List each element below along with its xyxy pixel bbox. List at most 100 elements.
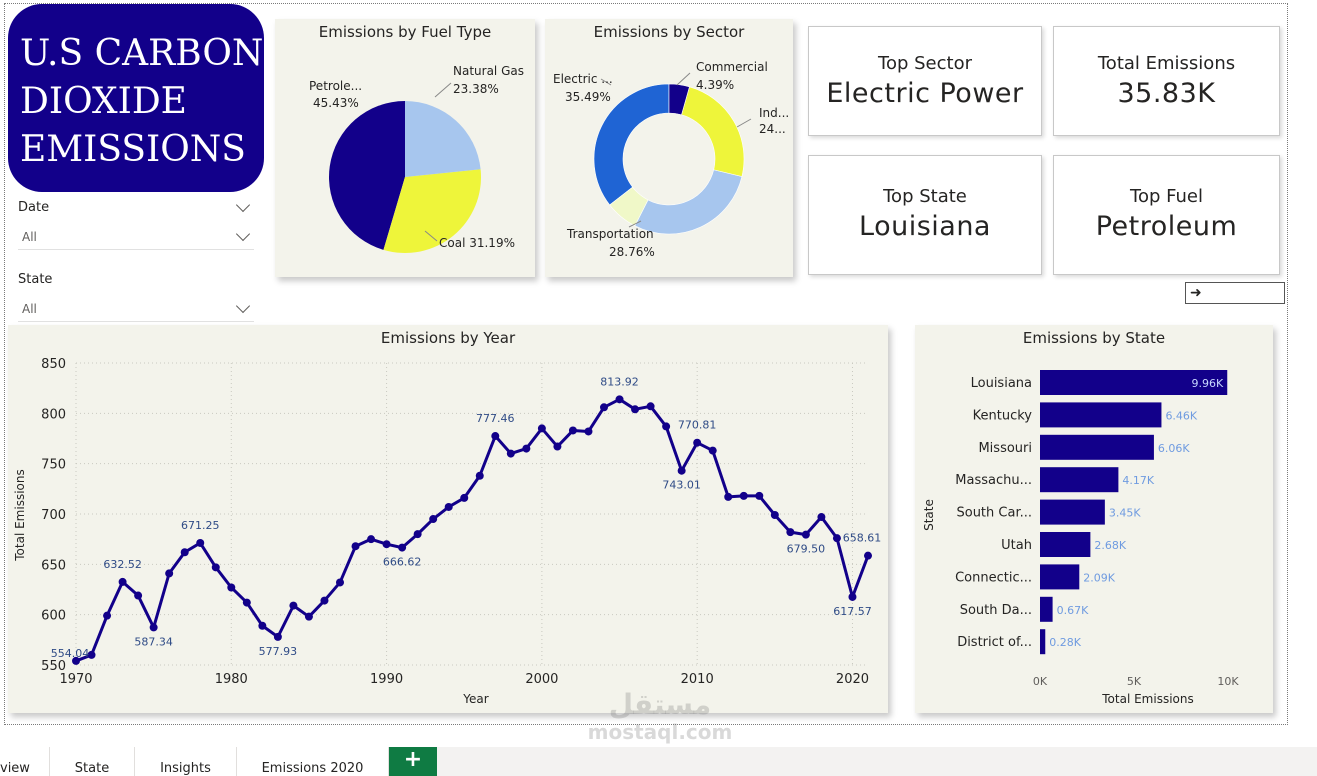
data-point [429,515,438,524]
date-dropdown[interactable]: All [18,224,254,250]
tab-label: State [74,761,110,776]
y-tick-label: 750 [41,458,66,473]
bar-4 [1040,499,1105,525]
data-point [584,427,593,436]
value-label: 9.96K [1192,377,1224,390]
data-point [631,405,640,414]
watermark-url: mostaql.com [587,720,733,744]
value-label: 2.68K [1094,539,1126,552]
category-label: Louisiana [971,376,1032,391]
category-label: South Car... [956,506,1032,521]
top-state-card[interactable]: Top State Louisiana [808,155,1042,275]
state-panel[interactable]: Emissions by State Louisiana 9.96K Kentuck… [915,325,1273,713]
top-sector-title: Top Sector [878,53,972,74]
top-sector-card[interactable]: Top Sector Electric Power [808,26,1042,136]
sector-slice-transportation [634,169,743,235]
data-point [537,424,546,433]
data-point [382,540,391,549]
category-label: Connectic... [955,570,1032,585]
data-point [755,491,764,500]
category-label: Utah [1001,538,1032,553]
data-point [786,528,795,537]
bar-6 [1040,564,1080,590]
data-point [646,402,655,411]
data-point [367,535,376,544]
year-panel[interactable]: Emissions by Year 550 600 650 700 750 800 850 1… [8,325,888,713]
title-line-1: U.S CARBON [20,33,264,74]
state-dropdown[interactable]: All [18,296,254,322]
fuel-type-panel[interactable]: Emissions by Fuel Type Petrole... 45.43%… [275,19,535,277]
bar-3 [1040,467,1119,493]
sector-panel[interactable]: Emissions by Sector Electric ... 35.49% … [545,19,793,277]
chevron-down-icon[interactable] [235,197,251,212]
sector-slice-commercial [668,83,690,116]
add-page-button[interactable]: + [389,747,437,776]
coal-label: Coal 31.19% [439,236,515,250]
industrial-pct: 24... [759,122,786,136]
natural-gas-pct: 23.38% [453,82,499,96]
bar-8 [1040,629,1046,655]
tab-label: Emissions 2020 [261,761,364,776]
y-tick-label: 650 [41,558,66,573]
data-label: 679.50 [787,543,826,556]
data-label: 554.04 [51,647,90,660]
date-slicer: Date All [18,197,254,250]
data-point [413,530,422,539]
data-point [832,534,841,543]
data-point [724,492,733,501]
data-point [568,426,577,435]
date-slicer-label: Date [18,199,50,215]
page-tabs: view State Insights Emissions 2020 + [0,747,1317,776]
data-point [553,442,562,451]
data-point [770,511,779,520]
tab-state[interactable]: State [50,747,135,776]
bar-5 [1040,532,1091,557]
category-label: Kentucky [973,408,1033,423]
data-point [258,621,267,630]
top-fuel-title: Top Fuel [1130,186,1203,207]
state-panel-title: Emissions by State [1022,329,1166,347]
value-label: 6.06K [1158,442,1190,455]
chevron-down-icon [235,298,251,314]
top-fuel-card[interactable]: Top Fuel Petroleum [1053,155,1280,275]
value-label: 0.67K [1057,604,1089,617]
total-emissions-value: 35.83K [1117,78,1216,109]
data-point [460,493,469,502]
top-state-title: Top State [883,186,967,207]
sector-donut-chart: Electric ... 35.49% Commercial 4.39% Ind… [553,60,789,259]
data-label: 743.01 [662,479,701,492]
category-label: District of... [957,635,1032,650]
bar-7 [1040,596,1053,622]
data-point [103,611,112,620]
tab-insights[interactable]: Insights [135,747,237,776]
total-emissions-card[interactable]: Total Emissions 35.83K [1053,26,1280,136]
data-point [304,612,313,621]
data-point [273,632,282,641]
electric-label: Electric ... [553,72,613,86]
tab-label: Insights [160,761,211,776]
tab-emissions-2020[interactable]: Emissions 2020 [237,747,389,776]
data-point [242,598,251,607]
data-label: 617.57 [833,605,872,618]
data-point [180,548,189,557]
data-point [475,471,484,480]
tab-overview[interactable]: view [0,747,50,776]
x-tick-label: 5K [1127,675,1142,688]
top-state-value: Louisiana [859,211,991,242]
data-point [864,551,872,560]
commercial-label: Commercial [696,60,768,74]
data-label: 632.52 [103,558,142,571]
data-point [398,543,407,552]
state-bar-chart: Louisiana 9.96K Kentucky 6.46K Missouri 6.06K… [922,370,1239,706]
electric-pct: 35.49% [565,90,611,104]
x-axis-title: Total Emissions [1101,692,1193,706]
navigate-button[interactable]: ➜ [1185,282,1285,304]
data-label: 813.92 [600,375,639,388]
title-line-3: EMISSIONS [20,129,246,170]
data-point [662,422,671,431]
data-point [708,446,717,455]
data-point [739,491,748,500]
report-title: U.S CARBON DIOXIDE EMISSIONS [8,4,264,192]
fuel-slice-natural-gas [405,101,481,177]
fuel-slice-petroleum [329,101,405,250]
